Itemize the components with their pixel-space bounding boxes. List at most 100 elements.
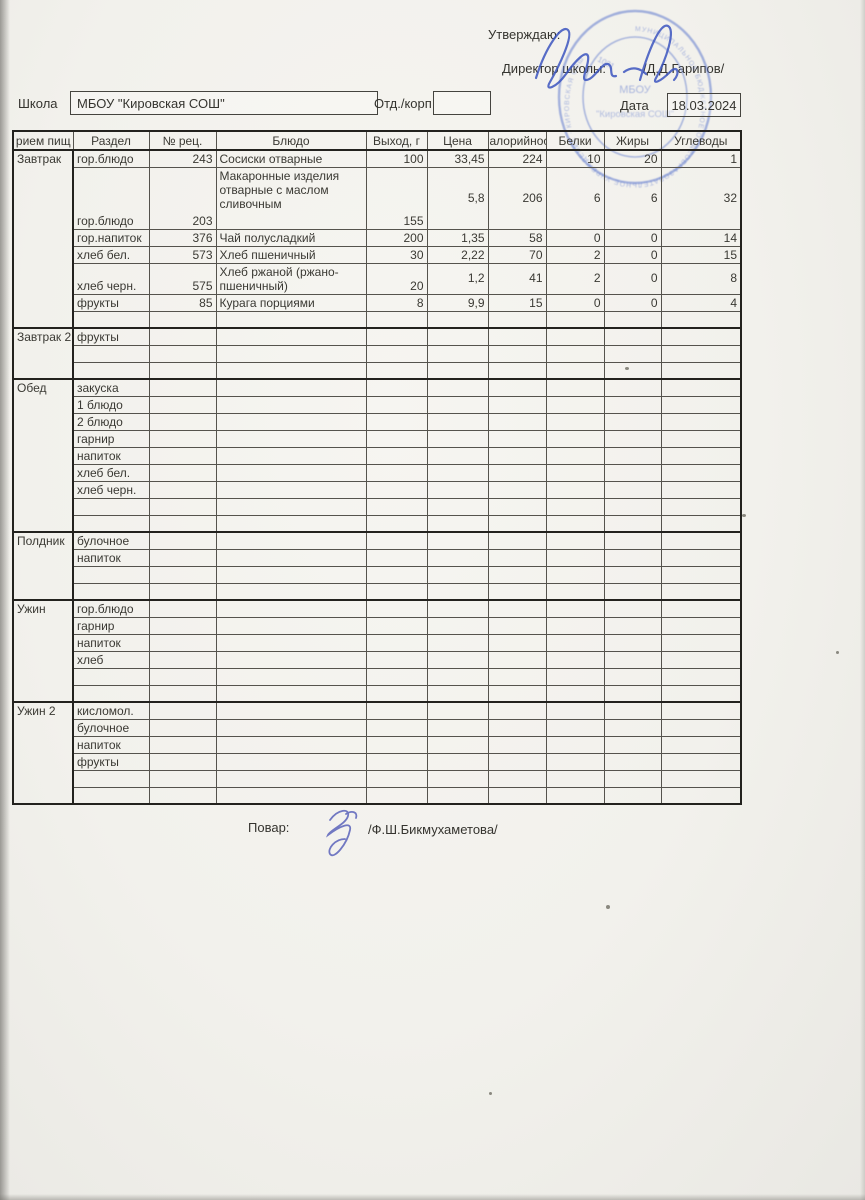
- cell-dish: [215, 429, 367, 448]
- cell-price: 1,2: [426, 262, 489, 295]
- cell-razdel: [72, 497, 150, 516]
- cell-fat: [603, 616, 662, 635]
- cell-kcal: [487, 361, 547, 380]
- director-name: /Д.Д.Гарипов/: [643, 61, 725, 76]
- column-header: Жиры: [603, 130, 662, 151]
- cell-prot: [545, 514, 605, 533]
- cell-out: [365, 582, 428, 601]
- cell-out: 8: [365, 293, 428, 312]
- cell-fat: [603, 582, 662, 601]
- cell-carb: [660, 735, 742, 754]
- cell-price: 1,35: [426, 228, 489, 247]
- cell-fat: 0: [603, 262, 662, 295]
- cell-rec: 376: [148, 228, 217, 247]
- cell-price: 9,9: [426, 293, 489, 312]
- cell-prot: [545, 752, 605, 771]
- cell-carb: [660, 684, 742, 703]
- cell-price: [426, 650, 489, 669]
- cell-dish: [215, 650, 367, 669]
- cell-razdel: [72, 684, 150, 703]
- cell-razdel: [72, 344, 150, 363]
- cell-carb: 14: [660, 228, 742, 247]
- cell-fat: [603, 412, 662, 431]
- stamp-center-top: МБОУ: [619, 84, 652, 96]
- cell-kcal: [487, 718, 547, 737]
- cell-out: [365, 531, 428, 550]
- cell-razdel: [72, 514, 150, 533]
- cell-carb: [660, 531, 742, 550]
- cell-razdel: [72, 786, 150, 805]
- column-header: Углеводы: [660, 130, 742, 151]
- cell-rec: [148, 684, 217, 703]
- cell-out: [365, 599, 428, 618]
- cell-price: [426, 769, 489, 788]
- cell-price: [426, 565, 489, 584]
- cell-razdel: хлеб: [72, 650, 150, 669]
- cell-rec: [148, 463, 217, 482]
- cell-razdel: напиток: [72, 633, 150, 652]
- cell-razdel: хлеб бел.: [72, 245, 150, 264]
- cell-prot: [545, 599, 605, 618]
- cell-out: [365, 497, 428, 516]
- cell-out: [365, 344, 428, 363]
- cell-fat: [603, 429, 662, 448]
- director-label: Директор школы:: [502, 61, 606, 76]
- cell-out: [365, 514, 428, 533]
- cook-signature: [325, 809, 358, 857]
- cell-prot: [545, 497, 605, 516]
- cell-dish: [215, 310, 367, 329]
- cell-fat: [603, 684, 662, 703]
- cell-price: [426, 446, 489, 465]
- cell-rec: 243: [148, 149, 217, 168]
- cell-kcal: 41: [487, 262, 547, 295]
- cell-dish: [215, 395, 367, 414]
- cell-out: [365, 378, 428, 397]
- cell-razdel: хлеб черн.: [72, 262, 150, 295]
- cell-out: [365, 412, 428, 431]
- cell-razdel: закуска: [72, 378, 150, 397]
- cell-carb: [660, 310, 742, 329]
- dept-label: Отд./корп: [374, 96, 432, 111]
- cell-carb: 32: [660, 166, 742, 230]
- cell-prot: [545, 633, 605, 652]
- cell-prot: [545, 463, 605, 482]
- cell-fat: 0: [603, 228, 662, 247]
- cell-out: 20: [365, 262, 428, 295]
- menu-table: рием пищ Раздел № рец. Блюдо Выход, г Цена ало…: [12, 130, 742, 805]
- cell-fat: [603, 718, 662, 737]
- cell-fat: [603, 378, 662, 397]
- cell-razdel: гор.блюдо: [72, 149, 150, 168]
- cell-out: 200: [365, 228, 428, 247]
- cell-rec: [148, 412, 217, 431]
- cell-out: [365, 480, 428, 499]
- cell-rec: [148, 429, 217, 448]
- cell-carb: 1: [660, 149, 742, 168]
- cell-dish: [215, 633, 367, 652]
- cell-rec: [148, 582, 217, 601]
- cell-dish: [215, 531, 367, 550]
- cell-prot: [545, 786, 605, 805]
- cell-razdel: фрукты: [72, 293, 150, 312]
- cell-dish: [215, 735, 367, 754]
- cell-carb: [660, 429, 742, 448]
- cell-price: [426, 412, 489, 431]
- cell-kcal: [487, 599, 547, 618]
- cell-kcal: [487, 667, 547, 686]
- cell-price: [426, 582, 489, 601]
- cell-dish: [215, 463, 367, 482]
- cell-out: [365, 786, 428, 805]
- cell-fat: [603, 735, 662, 754]
- cell-fat: [603, 480, 662, 499]
- cell-razdel: [72, 361, 150, 380]
- cell-carb: [660, 480, 742, 499]
- cell-out: [365, 701, 428, 720]
- cell-carb: [660, 599, 742, 618]
- cell-out: [365, 565, 428, 584]
- cell-prot: [545, 361, 605, 380]
- cell-carb: [660, 361, 742, 380]
- cell-dish: [215, 497, 367, 516]
- cell-price: [426, 514, 489, 533]
- cell-rec: [148, 310, 217, 329]
- cell-rec: [148, 446, 217, 465]
- cell-razdel: напиток: [72, 446, 150, 465]
